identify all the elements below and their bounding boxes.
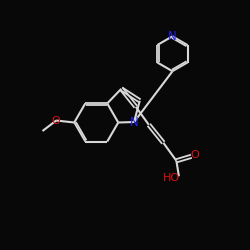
Text: N: N (168, 30, 177, 43)
Text: HO: HO (163, 173, 180, 183)
Text: O: O (190, 150, 199, 160)
Text: N: N (130, 116, 138, 128)
Text: O: O (52, 116, 60, 126)
